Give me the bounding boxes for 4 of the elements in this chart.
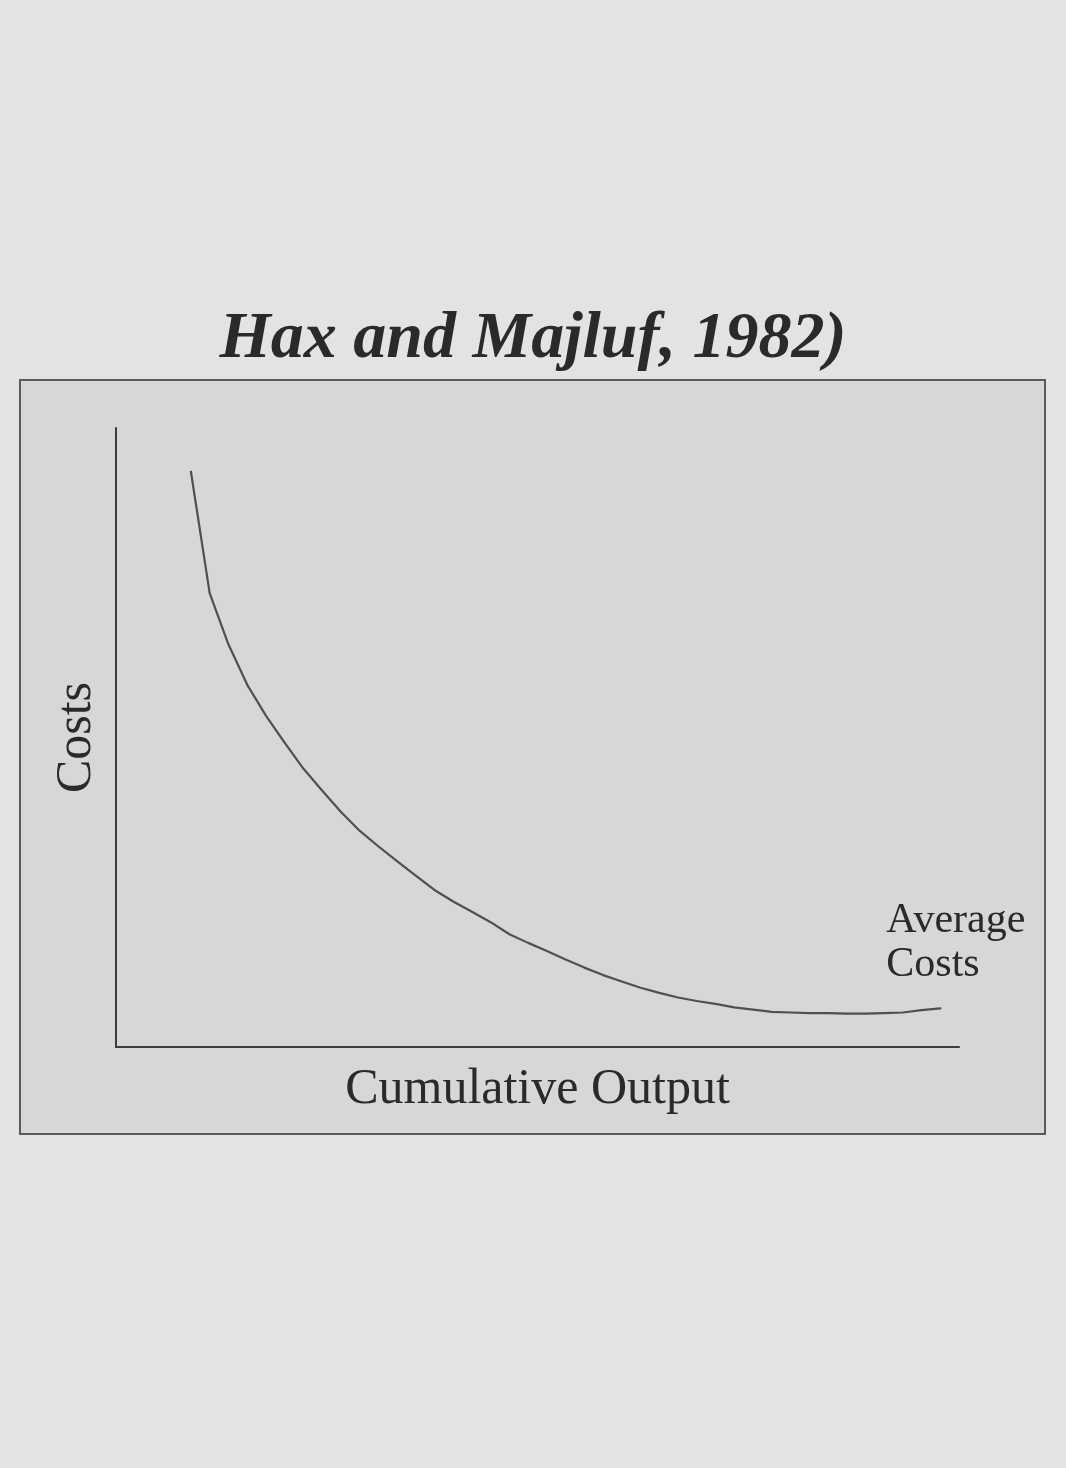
series-label: Average Costs xyxy=(886,895,1036,986)
chart-title: Hax and Majluf, 1982) xyxy=(218,297,848,373)
x-axis-title: Cumulative Output xyxy=(345,1058,730,1114)
y-axis-title: Costs xyxy=(45,681,101,794)
